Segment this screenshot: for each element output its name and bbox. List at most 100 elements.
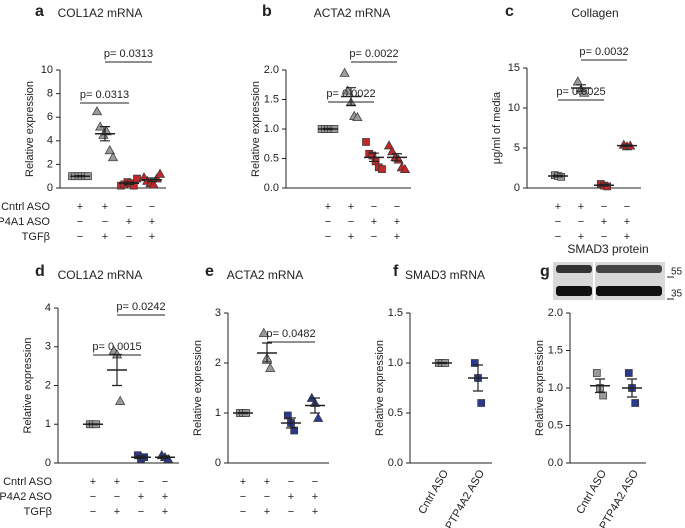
condition-sign: + bbox=[162, 506, 168, 518]
condition-sign: − bbox=[555, 231, 561, 243]
condition-sign: + bbox=[555, 201, 561, 213]
y-tick-label: 5 bbox=[514, 142, 520, 154]
condition-sign: + bbox=[624, 216, 630, 228]
panel-letter: b bbox=[262, 3, 272, 20]
data-point bbox=[624, 369, 633, 377]
data-point bbox=[91, 106, 103, 116]
condition-sign: + bbox=[149, 231, 155, 243]
condition-sign: − bbox=[601, 231, 607, 243]
error-bar bbox=[262, 342, 272, 364]
data-point bbox=[148, 179, 159, 189]
error-bar bbox=[622, 144, 632, 147]
y-tick-label: 0 bbox=[514, 182, 520, 194]
y-axis-label: Relative expression bbox=[534, 340, 546, 436]
band bbox=[596, 286, 662, 296]
condition-sign: + bbox=[114, 476, 120, 488]
panel-letter: f bbox=[393, 263, 399, 280]
band bbox=[556, 286, 592, 296]
x-tick-label: Cntrl ASO bbox=[574, 468, 609, 517]
y-tick-label: 0.5 bbox=[548, 419, 563, 431]
error-bar bbox=[75, 175, 85, 178]
y-tick-label: 0.0 bbox=[388, 457, 403, 469]
data-point bbox=[290, 426, 299, 435]
condition-sign: + bbox=[394, 216, 400, 228]
condition-sign: − bbox=[624, 201, 630, 213]
condition-label: TGFβ bbox=[22, 231, 50, 243]
data-point bbox=[107, 152, 119, 162]
condition-sign: − bbox=[288, 476, 294, 488]
condition-sign: + bbox=[149, 216, 155, 228]
condition-sign: − bbox=[312, 476, 318, 488]
y-tick-label: 1.5 bbox=[388, 307, 403, 319]
error-bar bbox=[369, 152, 379, 163]
error-bar bbox=[323, 127, 333, 131]
y-axis-label: Relative expression bbox=[374, 340, 386, 436]
p-value: p= 0.0022 bbox=[349, 48, 398, 60]
data-point bbox=[154, 168, 166, 178]
condition-sign: + bbox=[578, 231, 584, 243]
y-tick-label: 3 bbox=[45, 341, 51, 353]
y-tick-label: 15 bbox=[508, 62, 520, 74]
y-axis-label: Relative expression bbox=[192, 340, 204, 436]
data-point bbox=[477, 399, 486, 407]
y-tick-label: 0.5 bbox=[264, 152, 279, 164]
y-tick-label: 1.5 bbox=[548, 344, 563, 356]
error-bar bbox=[88, 423, 98, 426]
y-axis-label: μg/ml of media bbox=[491, 91, 503, 164]
condition-sign: + bbox=[162, 491, 168, 503]
data-point bbox=[378, 165, 386, 173]
y-axis-label: Relative expression bbox=[250, 81, 262, 177]
error-bar bbox=[136, 455, 146, 459]
condition-sign: + bbox=[601, 216, 607, 228]
error-bar bbox=[595, 378, 605, 394]
chart-title: Collagen bbox=[571, 6, 618, 20]
error-bar bbox=[100, 126, 110, 142]
data-point bbox=[101, 126, 112, 136]
error-bar bbox=[392, 153, 402, 162]
band bbox=[556, 265, 592, 273]
blot-marker: 35 kDa bbox=[671, 289, 685, 300]
y-tick-label: 0 bbox=[215, 457, 221, 469]
y-tick-label: 1.0 bbox=[264, 123, 279, 135]
condition-sign: + bbox=[102, 201, 108, 213]
data-point bbox=[383, 140, 395, 150]
data-point bbox=[313, 412, 324, 422]
error-bar bbox=[160, 455, 170, 459]
condition-sign: + bbox=[114, 506, 120, 518]
error-bar bbox=[286, 417, 296, 429]
data-point bbox=[631, 399, 640, 407]
y-tick-label: 1 bbox=[215, 407, 221, 419]
western-blot bbox=[553, 262, 665, 300]
condition-sign: + bbox=[102, 231, 108, 243]
condition-sign: + bbox=[77, 201, 83, 213]
condition-label: PTP4A1 ASO bbox=[0, 216, 50, 228]
p-value: p= 0.0482 bbox=[266, 328, 315, 340]
condition-sign: − bbox=[371, 201, 377, 213]
condition-sign: + bbox=[264, 476, 270, 488]
condition-sign: − bbox=[114, 491, 120, 503]
condition-sign: − bbox=[578, 216, 584, 228]
condition-sign: − bbox=[240, 506, 246, 518]
condition-sign: − bbox=[371, 231, 377, 243]
condition-sign: + bbox=[240, 476, 246, 488]
condition-sign: − bbox=[325, 231, 331, 243]
y-tick-label: 3 bbox=[215, 307, 221, 319]
panel-letter: c bbox=[505, 3, 514, 20]
band bbox=[596, 265, 662, 273]
y-tick-label: 0.0 bbox=[548, 457, 563, 469]
data-point bbox=[283, 411, 292, 420]
data-point bbox=[399, 163, 411, 173]
condition-sign: − bbox=[77, 231, 83, 243]
data-point bbox=[258, 327, 269, 337]
y-tick-label: 1.5 bbox=[264, 93, 279, 105]
y-tick-label: 0 bbox=[45, 457, 51, 469]
condition-sign: + bbox=[371, 216, 377, 228]
y-tick-label: 2 bbox=[47, 158, 53, 170]
condition-sign: + bbox=[312, 491, 318, 503]
panel-letter: d bbox=[35, 263, 45, 280]
data-point bbox=[572, 76, 583, 86]
chart-title: ACTA2 mRNA bbox=[314, 6, 390, 20]
data-point bbox=[579, 87, 590, 97]
y-axis-label: Relative expression bbox=[22, 338, 34, 434]
